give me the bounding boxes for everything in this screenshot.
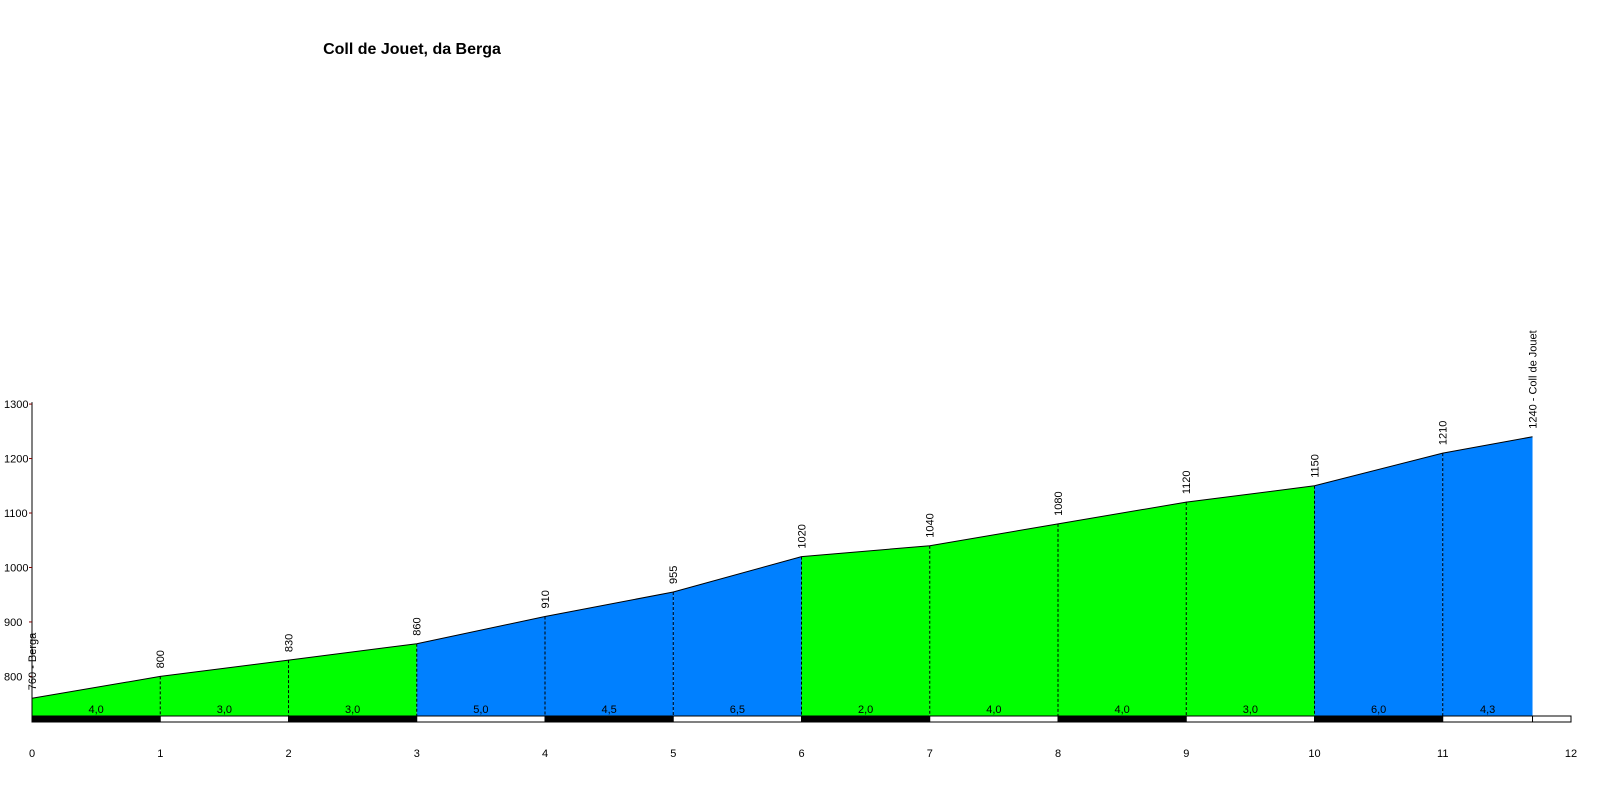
km-bar: 4,0 3,0 3,0 5,0 4,5 6,5 2,0 4,0 4,0 3,0 6,0 4,3 [31, 704, 1572, 723]
elevation-label-7: 1040 [925, 513, 937, 537]
x-tick-label-2: 2 [285, 748, 291, 760]
segment-fill-10 [1314, 453, 1443, 716]
km-bar-segment-10 [1314, 715, 1444, 723]
x-tick-label-10: 10 [1308, 748, 1320, 760]
segment-fill-11 [1442, 436, 1533, 716]
dividers-layer [159, 453, 1444, 716]
gradient-label-7: 4,0 [986, 704, 1001, 716]
gradient-label-1: 3,0 [217, 704, 232, 716]
km-bar-segment-1 [159, 715, 289, 723]
km-bar-segment-2 [288, 715, 418, 723]
x-tick-label-5: 5 [670, 748, 676, 760]
segment-fill-5 [673, 556, 802, 716]
km-bar-segment-11 [1442, 715, 1534, 723]
km-bar-segment-6 [801, 715, 931, 723]
segment-fill-1 [160, 660, 289, 716]
km-bar-segment-9 [1185, 715, 1315, 723]
km-bar-segment-5 [672, 715, 802, 723]
x-tick-label-0: 0 [29, 748, 35, 760]
y-tick-label-2: 1000 [4, 562, 28, 574]
elevation-label-3: 860 [412, 617, 424, 635]
elevation-label-8: 1080 [1053, 491, 1065, 515]
y-tick-label-3: 1100 [4, 508, 28, 520]
x-tick-label-6: 6 [798, 748, 804, 760]
gradient-label-2: 3,0 [345, 704, 360, 716]
x-tick-label-12: 12 [1565, 748, 1577, 760]
segment-fill-8 [1058, 502, 1187, 716]
y-tick-label-1: 900 [4, 617, 22, 629]
km-bar-segment-0 [31, 715, 161, 723]
segment-fill-3 [416, 616, 545, 716]
elevation-label-2: 830 [284, 634, 296, 652]
x-tick-label-7: 7 [927, 748, 933, 760]
y-tick-label-0: 800 [4, 671, 22, 683]
chart-title: Coll de Jouet, da Berga [323, 41, 501, 58]
gradient-label-8: 4,0 [1114, 704, 1129, 716]
km-bar-segment-4 [544, 715, 674, 723]
gradient-label-10: 6,0 [1371, 704, 1386, 716]
elevation-labels: 760 - Berga 800 830 860 910 955 1020 1040 1080 11… [27, 330, 1540, 690]
elevation-label-4: 910 [540, 590, 552, 608]
gradient-label-5: 6,5 [730, 704, 745, 716]
elevation-label-1: 800 [155, 650, 167, 668]
segment-fill-0 [32, 676, 161, 716]
segment-fill-2 [288, 643, 417, 716]
x-tick-label-8: 8 [1055, 748, 1061, 760]
gradient-label-6: 2,0 [858, 704, 873, 716]
x-tick-label-3: 3 [414, 748, 420, 760]
gradient-label-4: 4,5 [601, 704, 616, 716]
km-bar-tail [1532, 715, 1572, 723]
y-tick-label-5: 1300 [4, 399, 28, 411]
segment-fill-6 [801, 545, 930, 716]
elevation-label-10: 1150 [1310, 454, 1322, 478]
segments-layer [32, 436, 1533, 716]
elevation-label-0: 760 - Berga [27, 632, 39, 690]
x-tick-label-4: 4 [542, 748, 548, 760]
gradient-label-0: 4,0 [88, 704, 103, 716]
segment-fill-9 [1186, 485, 1315, 716]
segment-fill-7 [929, 523, 1058, 716]
km-bar-segment-7 [929, 715, 1059, 723]
y-tick-label-4: 1200 [4, 454, 28, 466]
x-tick-label-9: 9 [1183, 748, 1189, 760]
elevation-label-12: 1240 - Coll de Jouet [1528, 330, 1540, 428]
x-tick-label-11: 11 [1437, 748, 1448, 760]
segment-fill-4 [545, 591, 674, 716]
elevation-label-9: 1120 [1181, 470, 1193, 494]
profile-layer [31, 436, 1533, 699]
km-bar-segment-8 [1057, 715, 1187, 723]
x-tick-label-1: 1 [157, 748, 163, 760]
gradient-label-3: 5,0 [473, 704, 488, 716]
elevation-label-5: 955 [668, 566, 680, 584]
elevation-label-6: 1020 [797, 524, 809, 548]
gradient-label-11: 4,3 [1480, 704, 1495, 716]
km-bar-segment-3 [416, 715, 546, 723]
profile-line [31, 436, 1533, 699]
elevation-label-11: 1210 [1438, 421, 1450, 445]
gradient-label-9: 3,0 [1243, 704, 1258, 716]
